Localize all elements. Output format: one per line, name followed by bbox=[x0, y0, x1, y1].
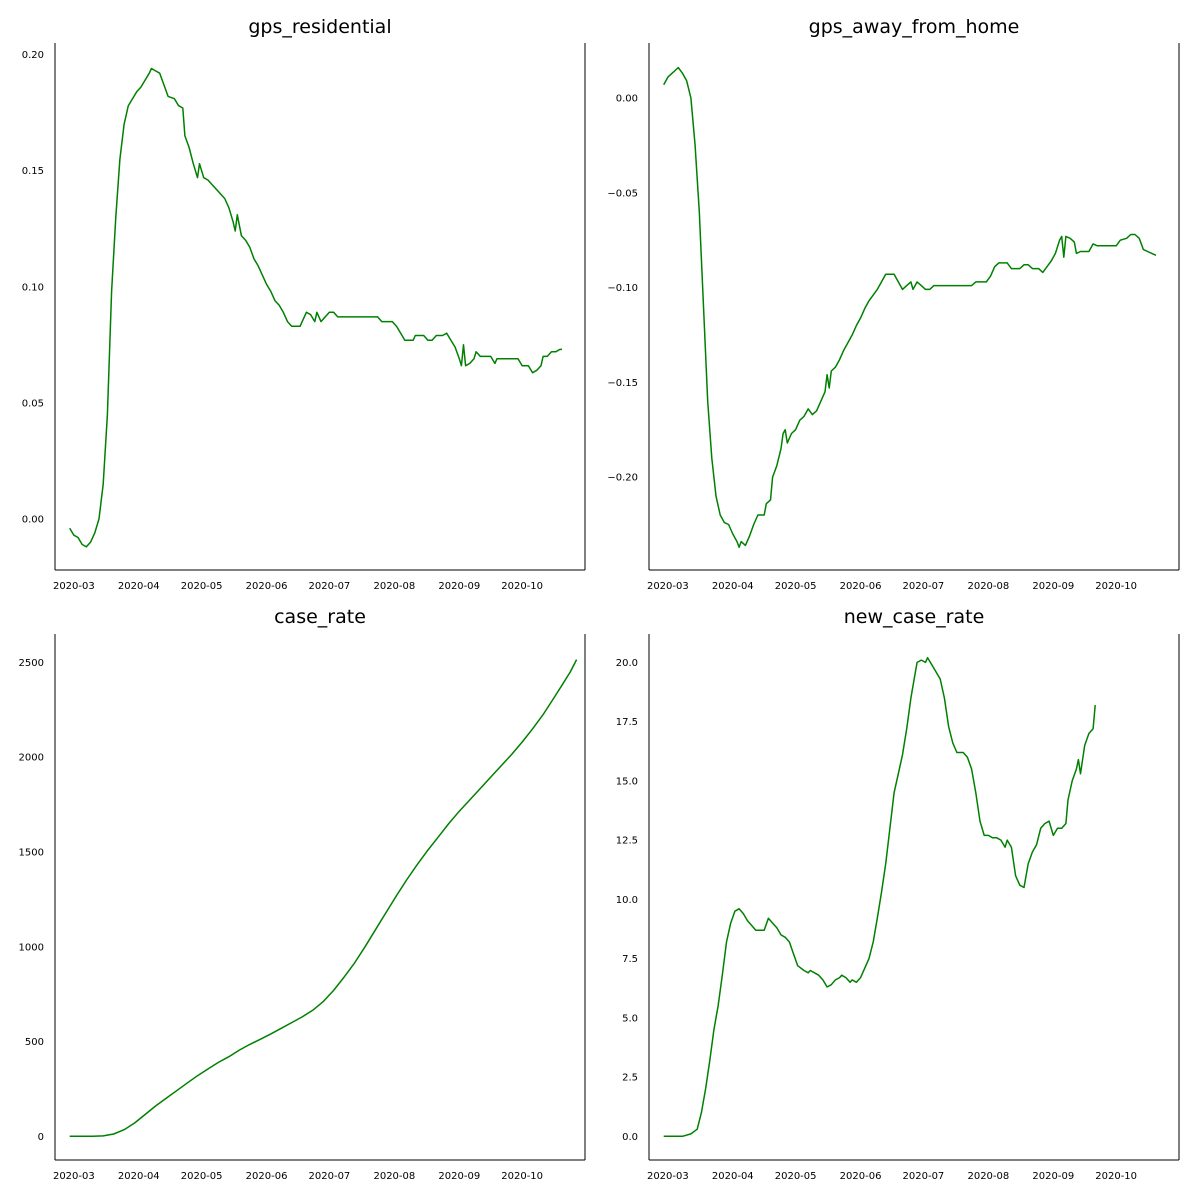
y-tick-label: 0.05 bbox=[22, 398, 44, 409]
y-tick-label: 15.0 bbox=[616, 776, 638, 787]
chart-title: gps_away_from_home bbox=[809, 16, 1020, 38]
y-tick-label: 1500 bbox=[19, 847, 44, 858]
y-tick-label: 17.5 bbox=[616, 717, 638, 728]
x-tick-label: 2020-10 bbox=[1095, 1171, 1137, 1182]
y-tick-label: −0.05 bbox=[607, 188, 638, 199]
y-tick-label: 0 bbox=[38, 1132, 44, 1143]
x-tick-label: 2020-05 bbox=[181, 1171, 223, 1182]
y-tick-label: 2500 bbox=[19, 658, 44, 669]
x-tick-label: 2020-08 bbox=[967, 581, 1009, 592]
y-tick-label: 2000 bbox=[19, 753, 44, 764]
x-tick-label: 2020-06 bbox=[246, 581, 288, 592]
chart-new-case-rate: new_case_rate 2020-03 2020-04 2020-05 2020-0… bbox=[616, 606, 1180, 1182]
series-line bbox=[663, 656, 1096, 1138]
y-tick-label: 0.0 bbox=[622, 1132, 638, 1143]
x-tick-label: 2020-07 bbox=[309, 1171, 351, 1182]
y-tick-label: 0.00 bbox=[616, 93, 638, 104]
x-tick-label: 2020-04 bbox=[712, 1171, 754, 1182]
y-tick-label: 20.0 bbox=[616, 658, 638, 669]
chart-title: case_rate bbox=[274, 606, 366, 628]
series-line bbox=[663, 66, 1157, 549]
y-tick-label: 5.0 bbox=[622, 1013, 638, 1024]
chart-title: new_case_rate bbox=[844, 606, 985, 628]
y-tick-label: 1000 bbox=[19, 942, 44, 953]
x-tick-label: 2020-03 bbox=[53, 1171, 95, 1182]
chart-gps-away-from-home: gps_away_from_home 2020-03 2020-04 2020-05 2… bbox=[607, 16, 1180, 592]
x-tick-label: 2020-07 bbox=[903, 1171, 945, 1182]
y-tick-label: 0.10 bbox=[22, 282, 44, 293]
x-tick-label: 2020-09 bbox=[438, 581, 480, 592]
x-tick-label: 2020-07 bbox=[903, 581, 945, 592]
x-tick-label: 2020-04 bbox=[118, 1171, 160, 1182]
x-tick-label: 2020-05 bbox=[775, 581, 817, 592]
y-tick-label: 12.5 bbox=[616, 836, 638, 847]
chart-title: gps_residential bbox=[248, 16, 391, 38]
chart-case-rate: case_rate 2020-03 2020-04 2020-05 2020-06 202… bbox=[19, 606, 586, 1182]
x-tick-label: 2020-05 bbox=[181, 581, 223, 592]
x-tick-label: 2020-05 bbox=[775, 1171, 817, 1182]
x-tick-label: 2020-08 bbox=[373, 581, 415, 592]
y-tick-label: −0.15 bbox=[607, 378, 638, 389]
x-tick-label: 2020-10 bbox=[1095, 581, 1137, 592]
x-tick-label: 2020-03 bbox=[647, 1171, 689, 1182]
x-tick-label: 2020-04 bbox=[712, 581, 754, 592]
x-tick-label: 2020-09 bbox=[1032, 581, 1074, 592]
series-line bbox=[69, 67, 562, 548]
x-tick-label: 2020-06 bbox=[840, 1171, 882, 1182]
x-tick-label: 2020-07 bbox=[309, 581, 351, 592]
y-tick-label: 10.0 bbox=[616, 895, 638, 906]
series-line bbox=[69, 659, 578, 1138]
x-tick-label: 2020-08 bbox=[967, 1171, 1009, 1182]
y-tick-label: −0.10 bbox=[607, 283, 638, 294]
x-tick-label: 2020-03 bbox=[647, 581, 689, 592]
x-tick-label: 2020-10 bbox=[501, 1171, 543, 1182]
x-tick-label: 2020-06 bbox=[840, 581, 882, 592]
x-tick-label: 2020-06 bbox=[246, 1171, 288, 1182]
x-tick-label: 2020-09 bbox=[438, 1171, 480, 1182]
y-tick-label: 500 bbox=[25, 1037, 44, 1048]
x-tick-label: 2020-09 bbox=[1032, 1171, 1074, 1182]
y-tick-label: 2.5 bbox=[622, 1073, 638, 1084]
y-tick-label: 7.5 bbox=[622, 954, 638, 965]
y-tick-label: −0.20 bbox=[607, 473, 638, 484]
x-tick-label: 2020-08 bbox=[373, 1171, 415, 1182]
x-tick-label: 2020-04 bbox=[118, 581, 160, 592]
y-tick-label: 0.00 bbox=[22, 514, 44, 525]
y-tick-label: 0.15 bbox=[22, 166, 44, 177]
x-tick-label: 2020-10 bbox=[501, 581, 543, 592]
y-tick-label: 0.20 bbox=[22, 50, 44, 61]
chart-gps-residential: gps_residential 2020-03 2020-04 2020-05 2020… bbox=[22, 16, 586, 592]
x-tick-label: 2020-03 bbox=[53, 581, 95, 592]
